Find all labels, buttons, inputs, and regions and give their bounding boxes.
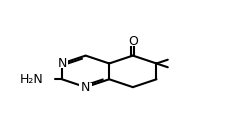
Text: N: N xyxy=(81,81,90,94)
Text: O: O xyxy=(128,35,138,48)
Text: N: N xyxy=(57,57,67,70)
Bar xyxy=(127,37,139,46)
Bar xyxy=(79,83,92,92)
Bar xyxy=(56,59,68,68)
Text: H₂N: H₂N xyxy=(20,73,43,86)
